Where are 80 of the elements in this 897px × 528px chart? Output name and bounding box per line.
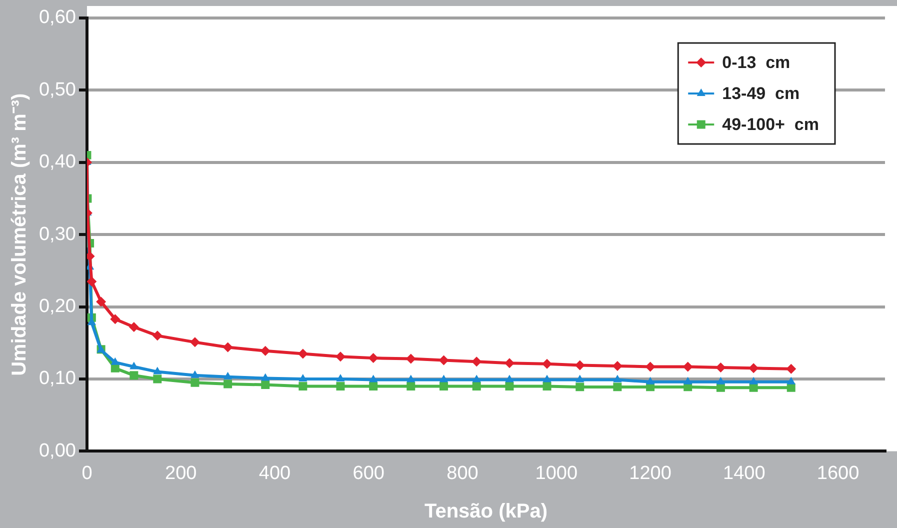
point	[190, 378, 200, 387]
x-tick-label: 1400	[723, 462, 766, 484]
point	[542, 358, 552, 369]
point	[574, 360, 585, 370]
point	[224, 380, 232, 388]
point	[504, 358, 514, 368]
point	[152, 330, 162, 341]
point	[110, 314, 120, 324]
point	[406, 382, 416, 390]
point	[786, 364, 796, 374]
point	[646, 376, 655, 384]
point	[153, 366, 162, 374]
point	[261, 373, 270, 381]
point	[472, 382, 481, 390]
y-tick-label: 0,20	[38, 296, 76, 318]
point	[716, 376, 726, 384]
point	[130, 371, 138, 380]
x-tick-label: 1000	[535, 462, 578, 484]
point	[298, 382, 308, 390]
point	[110, 357, 120, 365]
point	[222, 342, 233, 352]
point	[576, 382, 584, 392]
legend-label: 13-49 cm	[722, 84, 800, 104]
point	[336, 374, 345, 382]
point	[369, 382, 378, 390]
point	[645, 362, 656, 372]
point	[153, 374, 162, 384]
point	[128, 322, 139, 332]
point	[613, 374, 622, 382]
point	[190, 370, 200, 378]
y-axis-title: Umidade volumétrica (m³ m⁻³)	[8, 93, 31, 376]
x-tick-label: 0	[82, 462, 92, 484]
x-tick-label: 400	[258, 462, 291, 484]
point	[438, 355, 449, 366]
x-tick-label: 1200	[629, 462, 672, 484]
point	[748, 363, 759, 374]
point	[368, 353, 378, 364]
point	[612, 361, 622, 372]
x-tick-label: 600	[352, 462, 384, 484]
point	[439, 374, 448, 382]
y-tick-label: 0,00	[38, 440, 76, 462]
y-tick-label: 0,60	[38, 7, 76, 28]
point	[223, 372, 232, 380]
point	[440, 382, 448, 390]
x-axis-title: Tensão (kPa)	[424, 500, 548, 523]
legend-label: 49-100+ cm	[722, 115, 820, 134]
point	[260, 346, 270, 356]
point	[298, 374, 308, 382]
legend-label: 0-13 cm	[722, 53, 790, 72]
point	[261, 380, 270, 390]
point	[716, 362, 726, 372]
y-tick-label: 0,50	[38, 79, 76, 100]
y-tick-label: 0,10	[38, 368, 76, 390]
point	[130, 362, 138, 370]
point	[542, 374, 552, 382]
x-tick-label: 200	[165, 462, 197, 484]
point	[505, 382, 514, 390]
point	[336, 382, 345, 390]
point	[406, 354, 416, 364]
y-tick-label: 0,30	[38, 224, 76, 245]
point	[749, 376, 758, 384]
point	[613, 382, 622, 392]
point	[576, 374, 584, 382]
point	[684, 376, 692, 384]
point	[786, 376, 796, 384]
point	[472, 356, 482, 367]
point	[190, 337, 200, 348]
point	[335, 352, 346, 362]
x-tick-label: 1600	[816, 462, 860, 484]
point	[682, 362, 693, 372]
point	[96, 296, 106, 307]
x-tick-label: 800	[446, 462, 478, 484]
point	[369, 374, 378, 382]
y-tick-label: 0,40	[38, 152, 76, 173]
point	[472, 374, 481, 382]
point	[298, 348, 308, 359]
point	[505, 374, 514, 382]
point	[406, 374, 416, 382]
point	[542, 382, 552, 390]
point	[86, 276, 97, 287]
